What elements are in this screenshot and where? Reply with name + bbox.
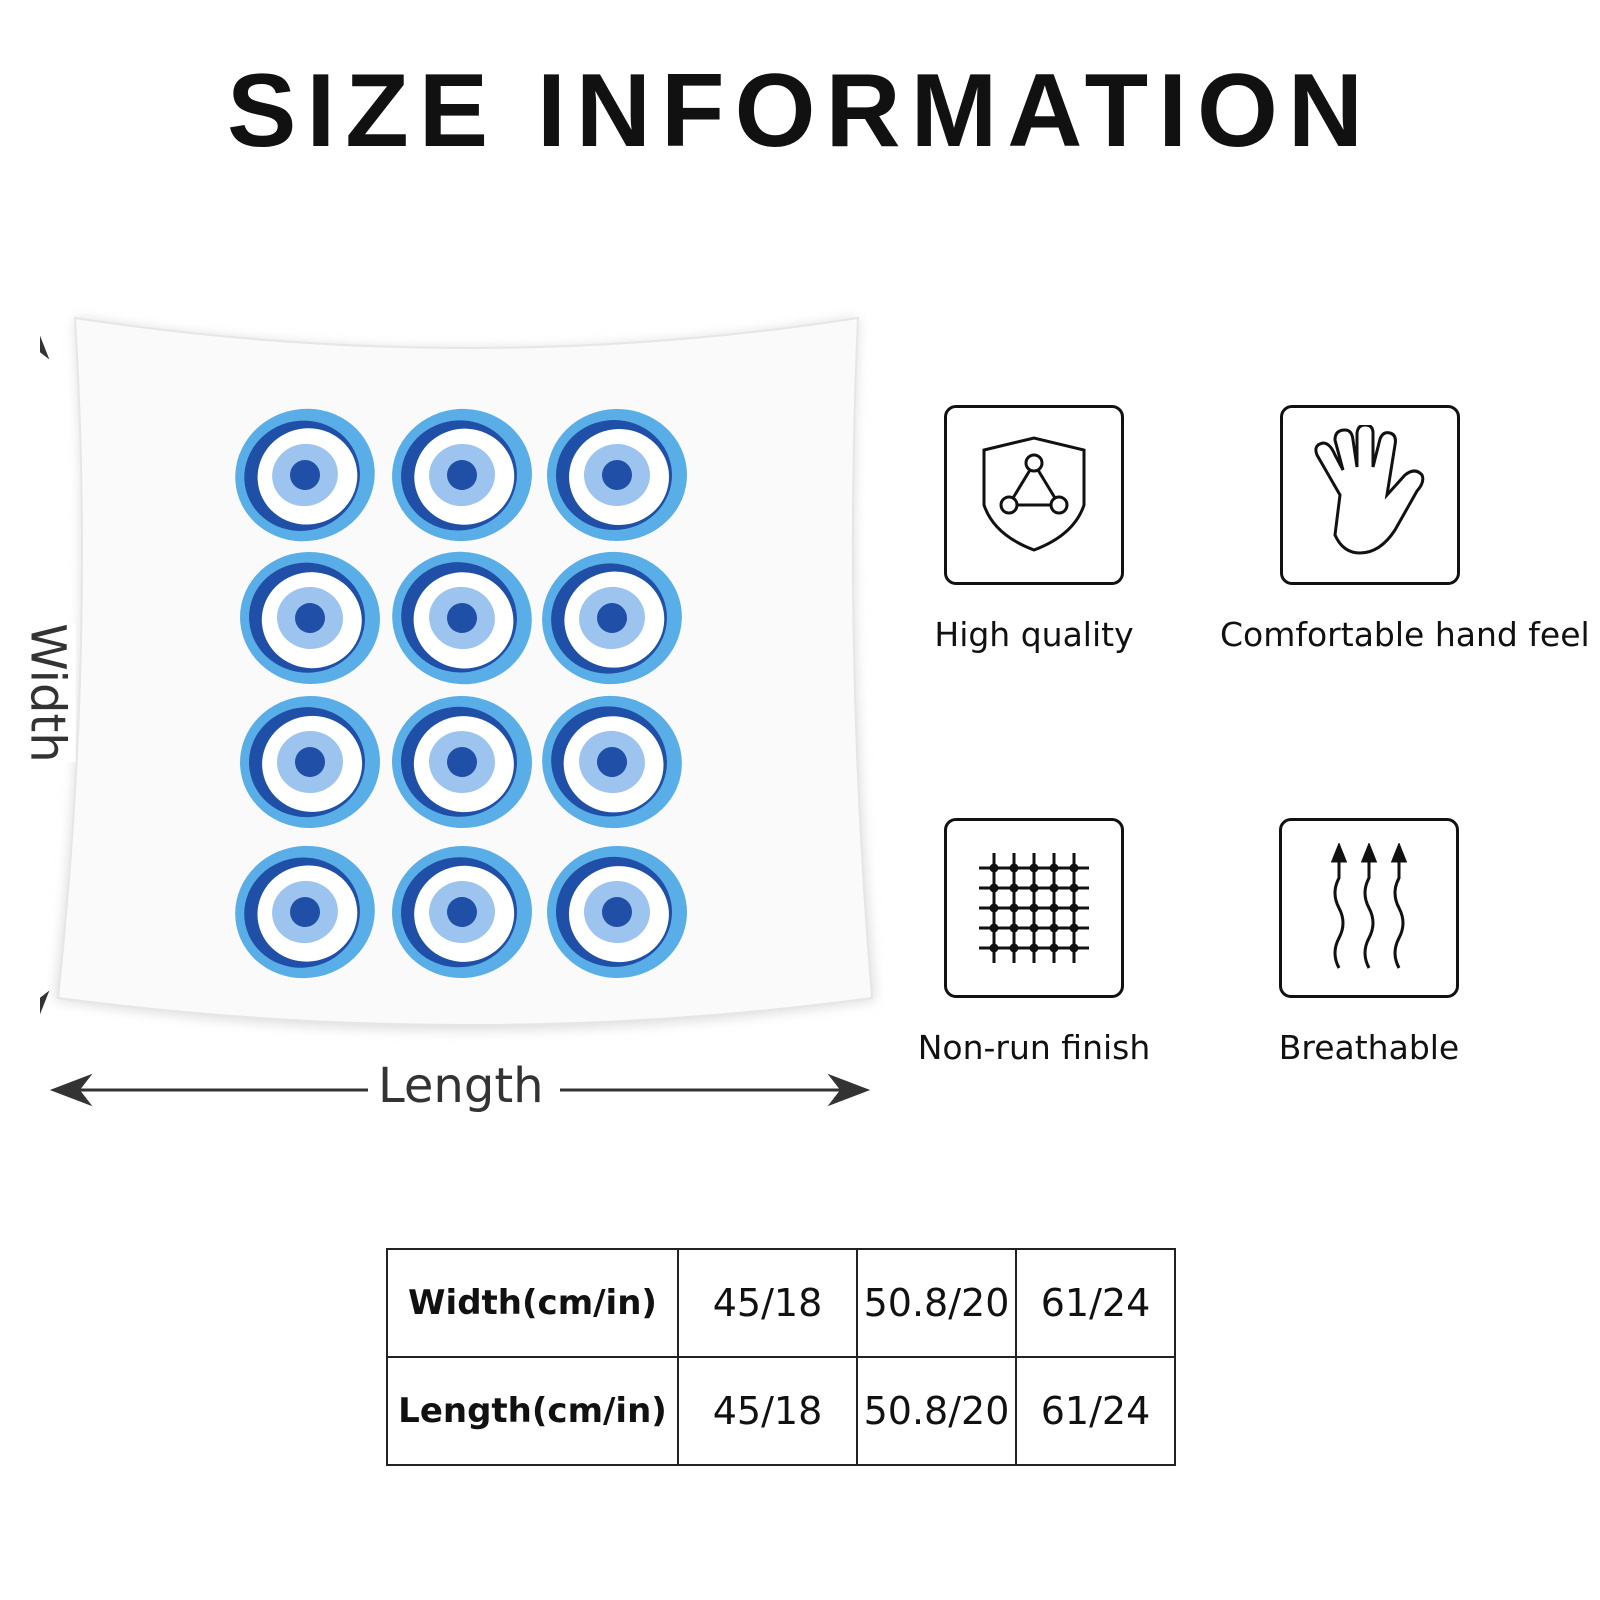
feature-label: Comfortable hand feel — [1220, 615, 1590, 654]
table-cell: 45/18 — [677, 1356, 858, 1466]
table-cell: 61/24 — [1015, 1248, 1176, 1358]
feature-breathable: Breathable — [1219, 818, 1519, 1067]
table-row: Width(cm/in) 45/18 50.8/20 61/24 — [386, 1248, 1176, 1358]
evil-eye — [235, 845, 375, 979]
table-row: Length(cm/in) 45/18 50.8/20 61/24 — [386, 1356, 1176, 1466]
feature-label: Breathable — [1278, 1028, 1460, 1067]
length-arrow — [49, 1073, 871, 1107]
evil-eye — [240, 551, 380, 685]
shield-icon — [982, 436, 1086, 552]
wavy-arrows-icon — [1330, 843, 1408, 969]
evil-eye-pattern — [235, 408, 687, 979]
feature-label: Non-run finish — [917, 1028, 1151, 1067]
length-label: Length — [378, 1058, 544, 1114]
evil-eye — [547, 408, 687, 542]
width-label: Width — [19, 623, 76, 763]
evil-eye — [240, 695, 380, 829]
evil-eye — [392, 695, 532, 829]
width-arrow — [40, 335, 50, 1015]
page-title: SIZE INFORMATION — [226, 53, 1374, 169]
feature-label: High quality — [934, 615, 1134, 654]
evil-eye — [542, 551, 682, 685]
hand-icon — [1314, 425, 1425, 555]
size-table: Width(cm/in) 45/18 50.8/20 61/24 Length(… — [386, 1248, 1176, 1466]
feature-hand-feel: Comfortable hand feel — [1220, 405, 1590, 654]
table-cell: 50.8/20 — [856, 1248, 1017, 1358]
evil-eye — [542, 695, 682, 829]
table-cell: 61/24 — [1015, 1356, 1176, 1466]
table-cell: 50.8/20 — [856, 1356, 1017, 1466]
grid-icon — [979, 853, 1089, 963]
evil-eye — [392, 551, 532, 685]
pillow-image — [40, 316, 875, 1107]
evil-eye — [392, 408, 532, 542]
row-header: Length(cm/in) — [386, 1356, 679, 1466]
row-header: Width(cm/in) — [386, 1248, 679, 1358]
feature-non-run: Non-run finish — [884, 818, 1184, 1067]
table-cell: 45/18 — [677, 1248, 858, 1358]
evil-eye — [547, 845, 687, 979]
evil-eye — [392, 845, 532, 979]
feature-high-quality: High quality — [884, 405, 1184, 654]
evil-eye — [235, 408, 375, 542]
